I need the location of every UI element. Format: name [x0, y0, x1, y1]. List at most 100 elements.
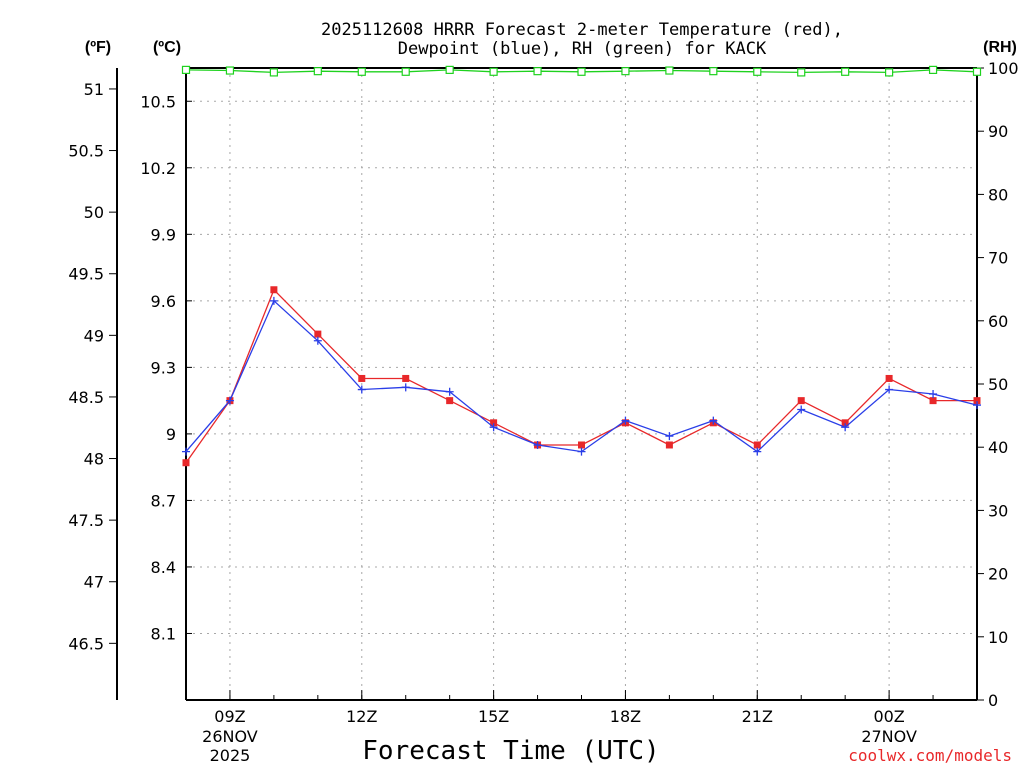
x-axis-title: Forecast Time (UTC) — [362, 736, 659, 766]
fahrenheit-tick-label: 50.5 — [68, 142, 104, 161]
x-tick-label: 09Z — [214, 707, 245, 726]
temperature-point — [446, 397, 454, 405]
temperature-point — [665, 441, 673, 449]
rh-point — [533, 67, 542, 76]
rh-point — [665, 66, 674, 75]
rh-tick-label: 90 — [988, 122, 1008, 141]
rh-point — [225, 66, 235, 75]
temperature-point — [270, 286, 278, 294]
dewpoint-point — [357, 385, 366, 394]
celsius-tick-label: 8.7 — [151, 491, 176, 510]
rh-point — [313, 67, 322, 76]
rh-point — [753, 67, 762, 76]
celsius-tick-label: 9.3 — [151, 358, 176, 377]
celsius-tick-label: 9.9 — [151, 225, 176, 244]
rh-point — [928, 65, 938, 74]
temperature-point — [182, 459, 190, 467]
rh-tick-label: 80 — [988, 185, 1008, 204]
rh-tick-label: 0 — [988, 691, 998, 710]
temperature-point — [841, 419, 849, 427]
rh-point — [181, 65, 191, 74]
fahrenheit-unit-label: (ºF) — [85, 39, 111, 56]
rh-point — [577, 67, 586, 76]
chart-title-line-2: Dewpoint (blue), RH (green) for KACK — [398, 39, 767, 59]
rh-point — [401, 67, 410, 76]
rh-point — [709, 67, 718, 76]
dewpoint-point — [182, 447, 190, 456]
x-tick-date: 27NOV — [861, 727, 917, 746]
rh-point — [445, 65, 454, 74]
fahrenheit-tick-label: 48.5 — [68, 388, 104, 407]
dewpoint-point — [313, 336, 322, 345]
rh-tick-label: 30 — [988, 501, 1008, 520]
rh-point — [357, 67, 366, 76]
rh-tick-label: 70 — [988, 249, 1008, 268]
x-tick-label: 18Z — [610, 707, 641, 726]
temperature-point — [753, 441, 761, 449]
dewpoint-point — [929, 389, 938, 398]
credit-link[interactable]: coolwx.com/models — [848, 746, 1012, 765]
fahrenheit-tick-label: 47 — [84, 573, 104, 592]
fahrenheit-tick-label: 49.5 — [68, 265, 104, 284]
rh-point — [621, 67, 630, 76]
celsius-tick-label: 10.2 — [140, 159, 176, 178]
x-tick-label: 21Z — [742, 707, 773, 726]
dewpoint-point — [885, 385, 894, 394]
rh-tick-label: 60 — [988, 312, 1008, 331]
dewpoint-point — [269, 296, 278, 305]
dewpoint-point — [841, 423, 850, 432]
fahrenheit-tick-label: 49 — [84, 326, 104, 345]
x-tick-label: 12Z — [346, 707, 377, 726]
dewpoint-point — [225, 396, 234, 405]
gridlines — [186, 68, 977, 700]
dewpoint-point — [621, 416, 630, 425]
data-series — [181, 65, 982, 467]
temperature-point — [885, 374, 893, 382]
fahrenheit-tick-label: 48 — [84, 450, 104, 469]
rh-tick-label: 20 — [988, 565, 1008, 584]
dewpoint-point — [709, 416, 718, 425]
temperature-point — [490, 419, 498, 427]
temperature-point — [797, 397, 805, 405]
fahrenheit-tick-label: 51 — [84, 80, 104, 99]
temperature-point — [402, 374, 410, 382]
temperature-point — [973, 397, 981, 405]
celsius-tick-label: 8.1 — [151, 624, 176, 643]
temperature-point — [929, 397, 937, 405]
celsius-tick-label: 10.5 — [140, 92, 176, 111]
temperature-point — [314, 330, 322, 338]
celsius-tick-label: 9.6 — [151, 292, 176, 311]
dewpoint-point — [577, 447, 586, 456]
x-tick-year: 2025 — [210, 746, 251, 765]
rh-tick-label: 100 — [988, 59, 1019, 78]
dewpoint-point — [445, 387, 454, 396]
dewpoint-point — [401, 383, 410, 392]
fahrenheit-tick-label: 46.5 — [68, 634, 104, 653]
dewpoint-point — [973, 401, 981, 410]
dewpoint-point — [665, 432, 674, 441]
celsius-tick-label: 9 — [166, 425, 176, 444]
x-tick-label: 15Z — [478, 707, 509, 726]
fahrenheit-tick-label: 47.5 — [68, 511, 104, 530]
rh-point — [489, 67, 498, 76]
rh-tick-label: 40 — [988, 438, 1008, 457]
rh-tick-label: 10 — [988, 628, 1008, 647]
dewpoint-point — [797, 405, 806, 414]
rh-point — [972, 67, 982, 76]
rh-point — [841, 67, 850, 76]
rh-tick-label: 50 — [988, 375, 1008, 394]
dewpoint-point — [753, 447, 762, 456]
axis-ticks: 8.1 8.4 8.7 9 9.3 9.6 9.9 10.2 10.5 46.5 47 47.5 48 4… — [68, 59, 1018, 765]
chart-title-line-1: 2025112608 HRRR Forecast 2-meter Tempera… — [321, 20, 843, 40]
rh-point — [269, 68, 278, 77]
celsius-tick-label: 8.4 — [151, 558, 176, 577]
rh-point — [797, 68, 806, 77]
temperature-point — [578, 441, 585, 449]
x-tick-date: 26NOV — [202, 727, 258, 746]
dewpoint-point — [533, 440, 542, 449]
temperature-point — [358, 374, 366, 382]
celsius-unit-label: (ºC) — [153, 39, 181, 56]
fahrenheit-tick-label: 50 — [84, 203, 104, 222]
